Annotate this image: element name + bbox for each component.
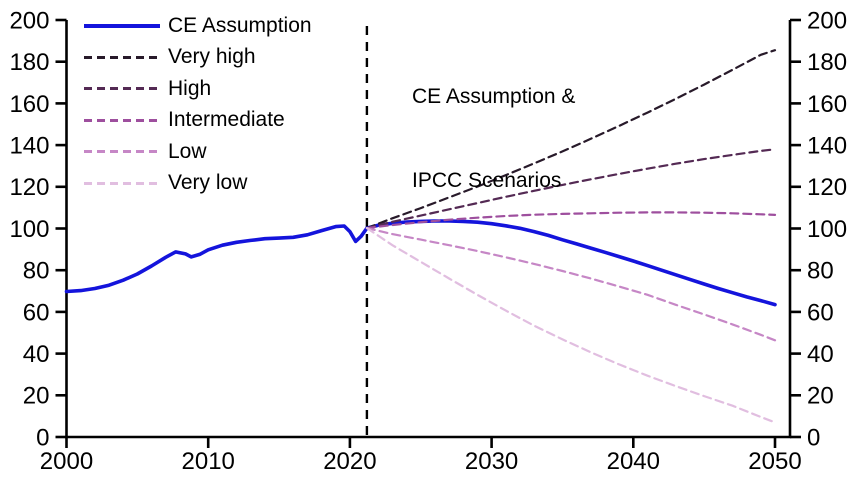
forecast-annotation-line2: IPCC Scenarios xyxy=(412,169,562,192)
legend-label-high: High xyxy=(168,76,212,100)
legend-label-very-high: Very high xyxy=(168,45,256,69)
series-line-very-high xyxy=(365,49,777,230)
legend-item-low: Low xyxy=(84,136,312,168)
y-axis-right-tick-label: 20 xyxy=(807,383,834,410)
legend-item-very-high: Very high xyxy=(84,42,312,74)
legend-item-very-low: Very low xyxy=(84,168,312,200)
y-axis-right-tick-label: 0 xyxy=(807,424,820,451)
x-axis-tick-label: 2040 xyxy=(607,448,660,475)
y-axis-right-tick-label: 60 xyxy=(807,299,834,326)
chart-legend: CE Assumption Very high High Intermediate Lo… xyxy=(84,10,312,199)
y-axis-left-tick-label: 180 xyxy=(9,49,49,76)
y-axis-right-tick-label: 40 xyxy=(807,341,834,368)
x-axis-tick-label: 2030 xyxy=(465,448,518,475)
y-axis-left-tick-label: 20 xyxy=(23,383,50,410)
forecast-annotation-line1: CE Assumption & xyxy=(412,85,576,108)
y-axis-right-tick-label: 120 xyxy=(807,174,847,201)
y-axis-left-tick-label: 0 xyxy=(36,424,49,451)
legend-label-very-low: Very low xyxy=(168,171,248,195)
y-axis-left-tick-label: 160 xyxy=(9,91,49,118)
x-axis-tick-label: 2000 xyxy=(40,448,93,475)
legend-item-high: High xyxy=(84,73,312,105)
series-line-very-low xyxy=(365,227,777,424)
series-line-low xyxy=(365,227,777,342)
x-axis-tick-label: 2020 xyxy=(323,448,376,475)
legend-swatch-very-high xyxy=(84,55,160,59)
y-axis-right-tick-label: 100 xyxy=(807,216,847,243)
y-axis-left-tick-label: 140 xyxy=(9,133,49,160)
legend-label-intermediate: Intermediate xyxy=(168,108,285,132)
y-axis-left-tick-label: 120 xyxy=(9,174,49,201)
x-axis-tick-label: 2050 xyxy=(748,448,801,475)
legend-swatch-ce-assumption xyxy=(84,23,160,28)
legend-label-low: Low xyxy=(168,139,207,163)
y-axis-left-tick-label: 80 xyxy=(23,258,50,285)
y-axis-left-tick-label: 200 xyxy=(9,7,49,34)
y-axis-left-tick-label: 100 xyxy=(9,216,49,243)
y-axis-left-tick-label: 40 xyxy=(23,341,50,368)
y-axis-left-tick-label: 60 xyxy=(23,299,50,326)
legend-label-ce-assumption: CE Assumption xyxy=(168,13,312,37)
series-line-intermediate xyxy=(365,211,777,230)
y-axis-right-tick-label: 200 xyxy=(807,7,847,34)
y-axis-right-tick-label: 180 xyxy=(807,49,847,76)
y-axis-right-tick-label: 80 xyxy=(807,258,834,285)
legend-swatch-intermediate xyxy=(84,118,160,122)
y-axis-right-tick-label: 140 xyxy=(807,133,847,160)
forecast-annotation: CE Assumption & IPCC Scenarios xyxy=(412,27,575,251)
legend-item-ce-assumption: CE Assumption xyxy=(84,10,312,42)
series-line-high xyxy=(365,148,777,230)
x-axis-tick-label: 2010 xyxy=(182,448,235,475)
legend-item-intermediate: Intermediate xyxy=(84,105,312,137)
legend-swatch-low xyxy=(84,150,160,154)
legend-swatch-very-low xyxy=(84,181,160,185)
y-axis-right-tick-label: 160 xyxy=(807,91,847,118)
legend-swatch-high xyxy=(84,87,160,91)
